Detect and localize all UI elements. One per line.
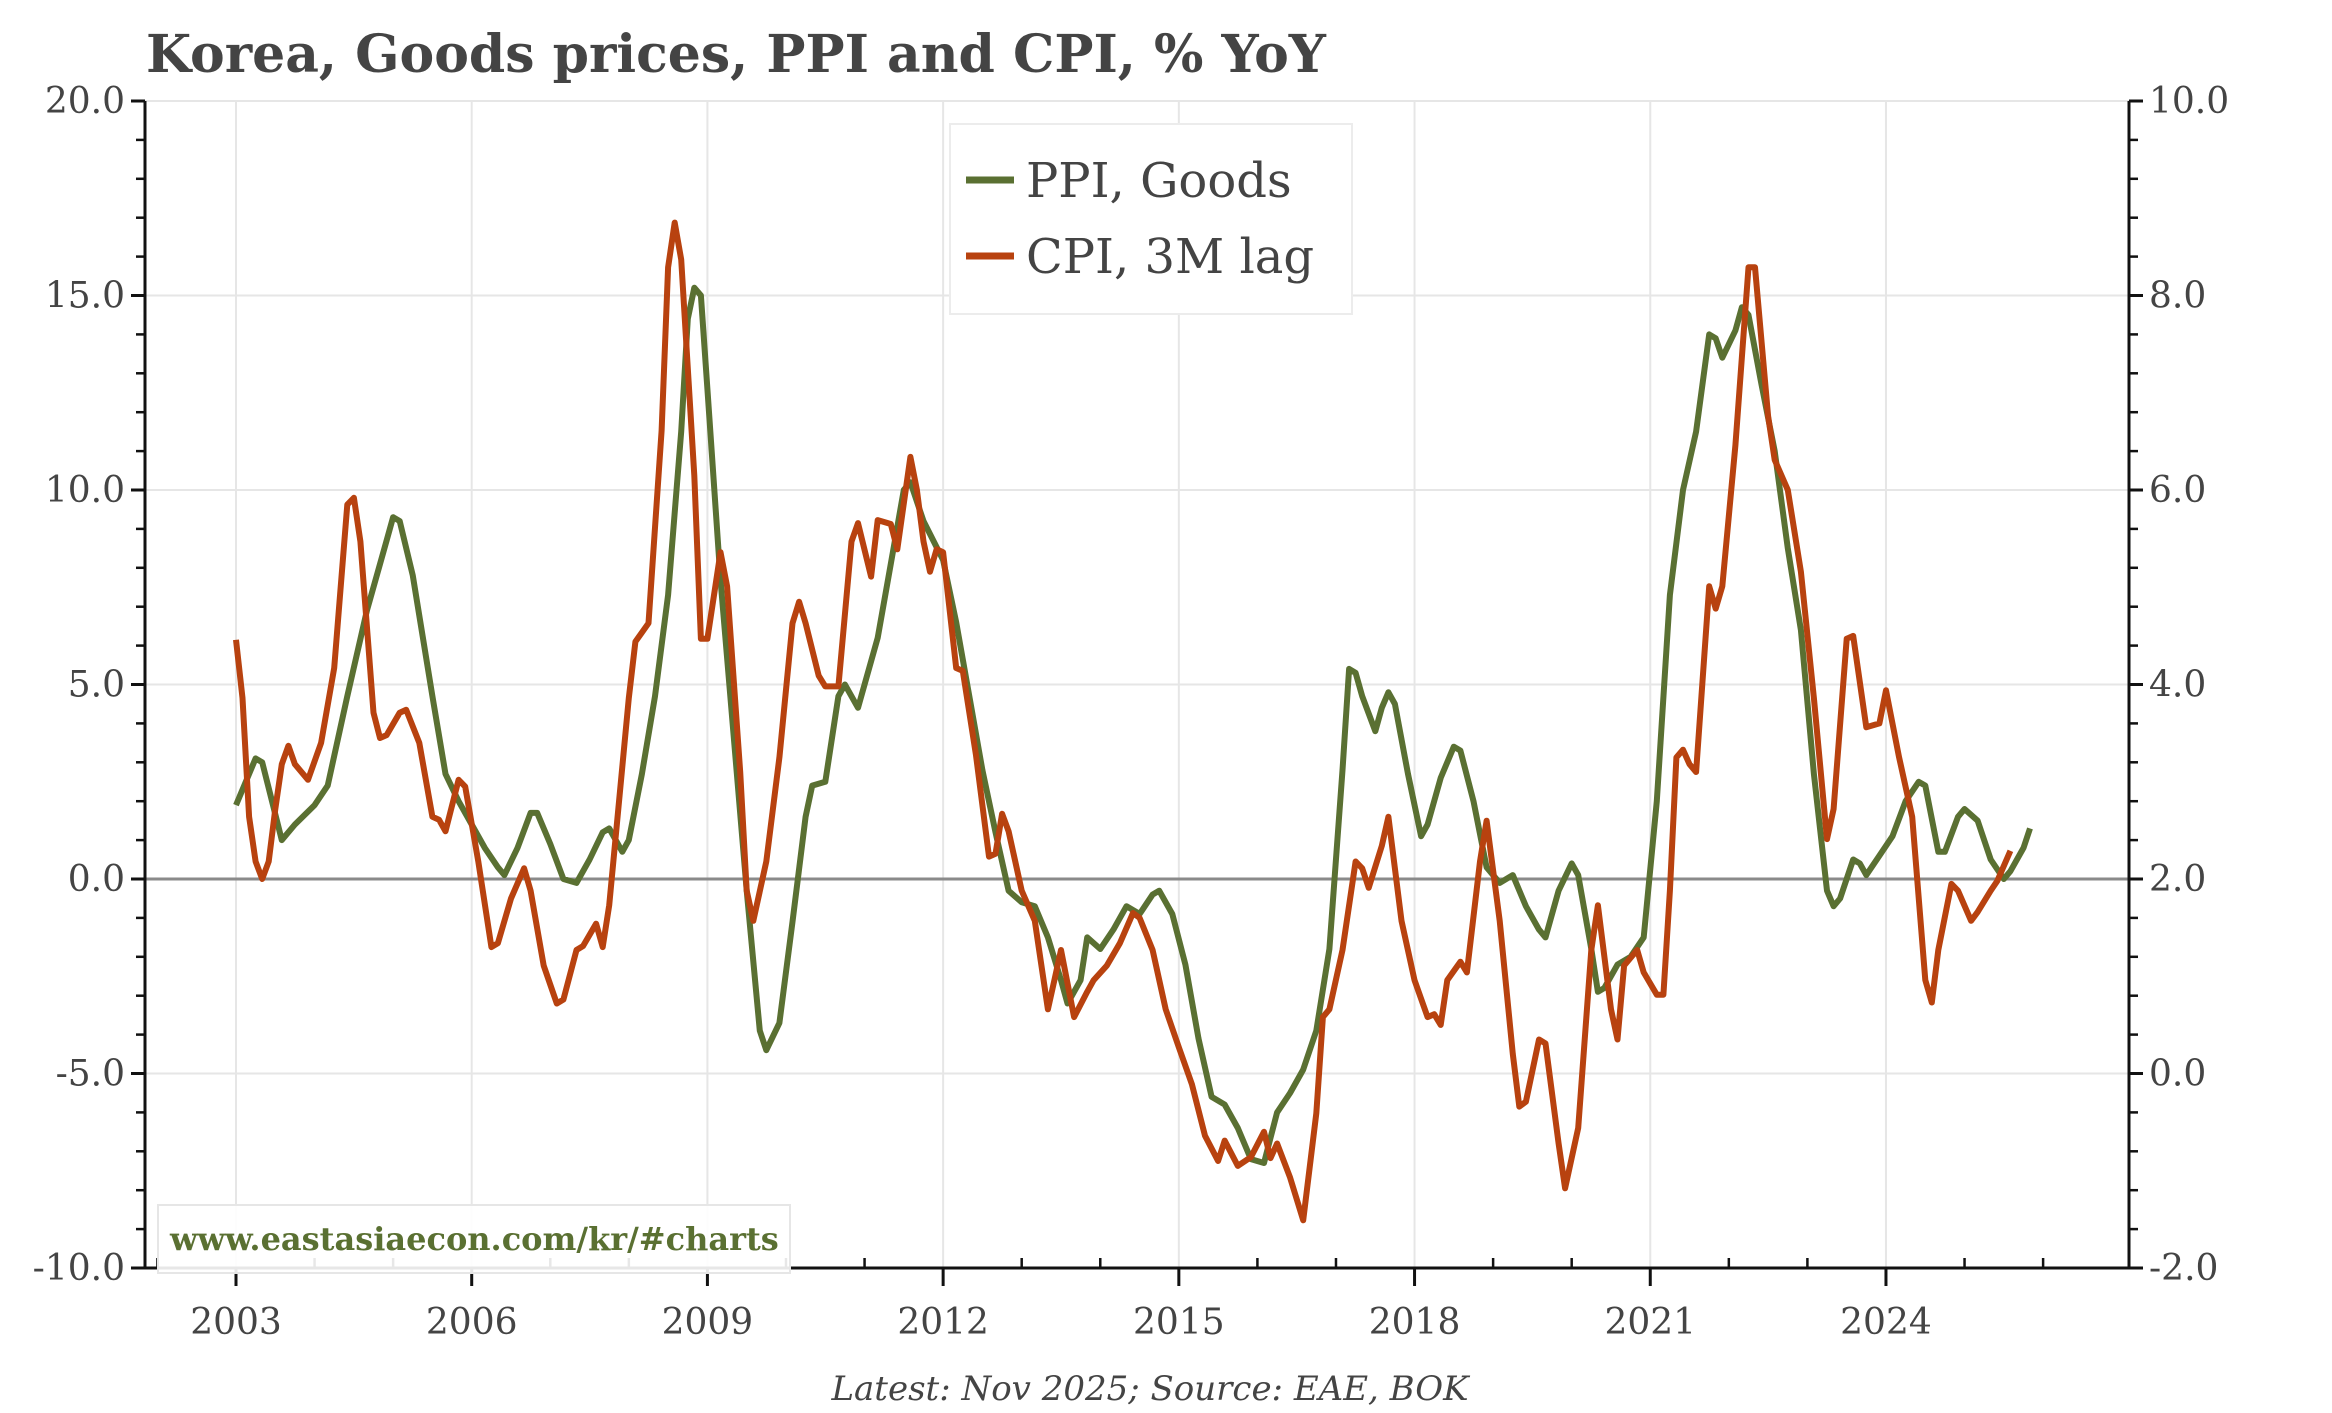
legend-cpi-label: CPI, 3M lag	[1026, 229, 1314, 285]
right-tick-label: 2.0	[2149, 859, 2206, 900]
chart-title: Korea, Goods prices, PPI and CPI, % YoY	[146, 24, 1327, 85]
legend: PPI, Goods CPI, 3M lag	[949, 123, 1353, 315]
x-tick-label: 2006	[426, 1302, 518, 1343]
x-tick-label: 2012	[897, 1302, 989, 1343]
right-tick-label: 4.0	[2149, 665, 2206, 706]
x-tick-label: 2018	[1369, 1302, 1461, 1343]
legend-ppi-label: PPI, Goods	[1026, 153, 1292, 209]
right-tick-label: 6.0	[2149, 470, 2206, 511]
left-tick-label: 20.0	[45, 81, 125, 122]
watermark-link[interactable]: www.eastasiaecon.com/kr/#charts	[169, 1220, 779, 1258]
watermark-box	[157, 1204, 791, 1274]
series-layer	[233, 219, 2033, 1224]
left-tick-label: -5.0	[56, 1054, 125, 1095]
left-tick-label: 10.0	[45, 470, 125, 511]
x-axis-ticks: 2003 2006 2009 2012 2015 2018 2021 2024	[156, 1258, 2045, 1343]
x-tick-label: 2003	[190, 1302, 282, 1343]
left-axis-ticks: 20.0 15.0 10.0 5.0 0.0 -5.0 -10.0	[33, 81, 145, 1289]
ppi-goods-line	[233, 284, 2033, 1166]
left-tick-label: 0.0	[68, 859, 125, 900]
right-axis-ticks: 10.0 8.0 6.0 4.0 2.0 0.0 -2.0	[2129, 81, 2229, 1289]
x-tick-label: 2009	[662, 1302, 754, 1343]
footer-source: Latest: Nov 2025; Source: EAE, BOK	[830, 1369, 1471, 1409]
left-tick-label: 5.0	[68, 665, 125, 706]
cpi-3m-lag-line	[233, 219, 2014, 1224]
right-tick-label: 10.0	[2149, 81, 2229, 122]
left-tick-label: 15.0	[45, 276, 125, 317]
x-tick-label: 2024	[1840, 1302, 1932, 1343]
left-tick-label: -10.0	[33, 1248, 125, 1289]
x-tick-label: 2021	[1604, 1302, 1696, 1343]
watermark[interactable]: www.eastasiaecon.com/kr/#charts	[157, 1204, 791, 1274]
x-tick-label: 2015	[1133, 1302, 1225, 1343]
right-tick-label: 8.0	[2149, 276, 2206, 317]
right-tick-label: 0.0	[2149, 1054, 2206, 1095]
legend-box	[949, 123, 1353, 315]
right-tick-label: -2.0	[2149, 1248, 2218, 1289]
